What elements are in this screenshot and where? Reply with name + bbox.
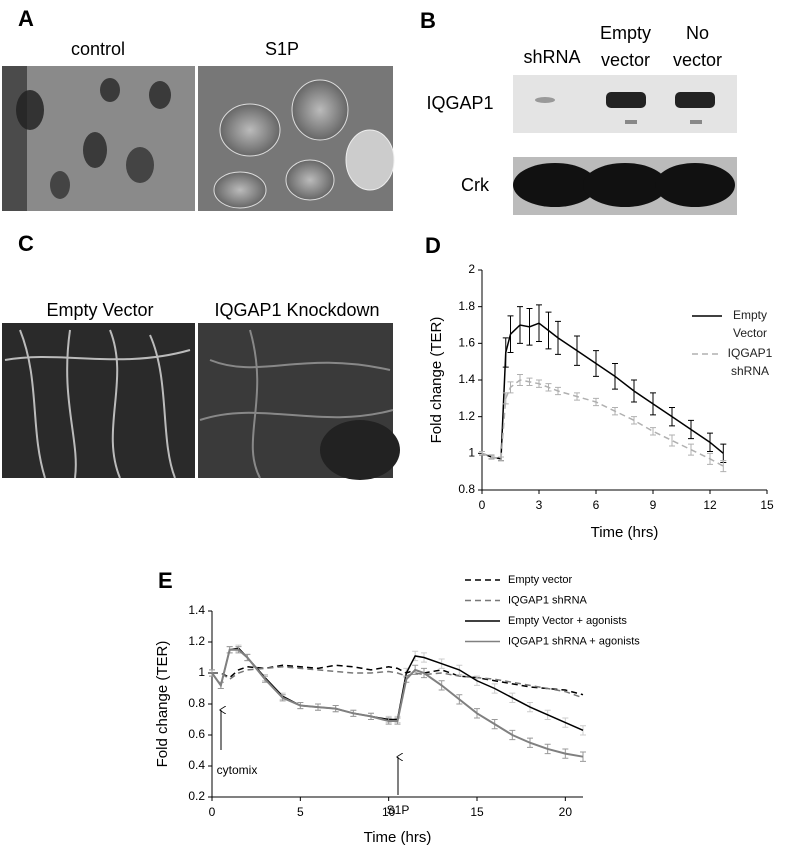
legend-label: Empty Vector + agonists <box>508 615 627 627</box>
y-axis-label: Fold change (TER) <box>428 317 445 444</box>
x-tick-label: 20 <box>559 805 573 819</box>
legend-label: Empty Vector <box>732 308 768 340</box>
row-label: Crk <box>461 175 490 195</box>
blot <box>513 157 737 215</box>
x-tick-label: 15 <box>760 498 774 512</box>
panel-label: B <box>420 8 436 33</box>
legend-label: IQGAP1 shRNA <box>727 346 773 378</box>
column-label: No vector <box>672 23 723 70</box>
x-tick-label: 5 <box>297 805 304 819</box>
x-axis-label: Time (hrs) <box>364 829 432 846</box>
image-caption: IQGAP1 Knockdown <box>214 300 379 320</box>
y-tick-label: 0.8 <box>188 696 205 710</box>
legend-label: Empty vector <box>508 574 573 586</box>
panel-label: D <box>425 233 441 258</box>
legend-label: IQGAP1 shRNA + agonists <box>508 635 640 647</box>
y-tick-label: 0.6 <box>188 727 205 741</box>
column-label: shRNA <box>523 47 581 67</box>
panel-label: A <box>18 6 34 31</box>
y-tick-label: 0.8 <box>458 482 475 496</box>
row-label: IQGAP1 <box>426 93 493 113</box>
x-tick-label: 3 <box>536 498 543 512</box>
image-caption: Empty Vector <box>46 300 153 320</box>
annotation: S1P <box>387 803 410 817</box>
series-line <box>211 648 584 758</box>
x-tick-label: 15 <box>470 805 484 819</box>
series-line <box>481 379 724 467</box>
y-axis-label: Fold change (TER) <box>154 641 171 768</box>
error-bar <box>650 427 656 436</box>
y-tick-label: 1.4 <box>458 372 475 386</box>
image-caption: control <box>71 39 125 59</box>
image-caption: S1P <box>265 39 299 59</box>
y-tick-label: 1.4 <box>188 603 205 617</box>
series-line <box>212 666 584 699</box>
x-tick-label: 0 <box>209 805 216 819</box>
y-tick-label: 1.2 <box>188 634 205 648</box>
x-tick-label: 6 <box>593 498 600 512</box>
y-tick-label: 1 <box>468 446 475 460</box>
x-tick-label: 9 <box>650 498 657 512</box>
error-bar <box>720 460 727 473</box>
x-axis-label: Time (hrs) <box>591 524 659 541</box>
blot <box>513 75 737 133</box>
y-tick-label: 1.8 <box>458 299 475 313</box>
y-tick-label: 1.6 <box>458 336 475 350</box>
y-tick-label: 2 <box>468 262 475 276</box>
y-tick-label: 0.2 <box>188 789 205 803</box>
panel-label: E <box>158 568 173 593</box>
panel-label: C <box>18 231 34 256</box>
y-tick-label: 0.4 <box>188 758 205 772</box>
micrograph <box>2 323 195 479</box>
x-tick-label: 12 <box>703 498 717 512</box>
annotation: cytomix <box>217 763 258 777</box>
column-label: Empty vector <box>599 23 651 70</box>
y-tick-label: 1 <box>198 665 205 679</box>
series-line <box>212 664 584 696</box>
y-tick-label: 1.2 <box>458 409 475 423</box>
x-tick-label: 10 <box>382 805 396 819</box>
micrograph <box>198 66 395 211</box>
micrograph <box>198 323 400 480</box>
x-tick-label: 0 <box>479 498 486 512</box>
error-bar <box>669 434 675 447</box>
legend-label: IQGAP1 shRNA <box>508 594 588 606</box>
series-line <box>481 322 724 460</box>
micrograph <box>2 66 195 211</box>
